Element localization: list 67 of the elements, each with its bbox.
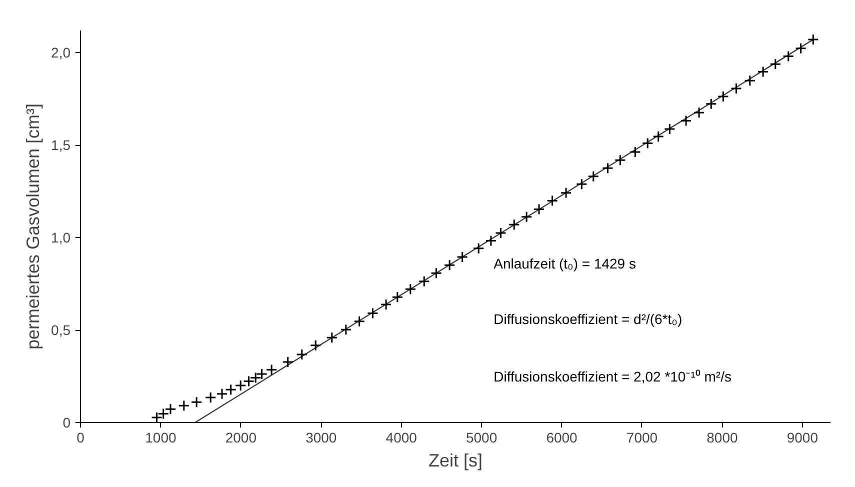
point — [444, 259, 456, 271]
point — [392, 291, 404, 303]
point — [494, 227, 506, 239]
point — [296, 348, 308, 360]
point — [533, 204, 545, 216]
point — [664, 123, 676, 135]
point — [807, 34, 819, 46]
y-tick-label: 0,5 — [51, 322, 71, 338]
point — [705, 98, 717, 110]
point — [204, 392, 216, 404]
point — [366, 307, 378, 319]
x-tick-label: 8000 — [706, 430, 738, 446]
point — [770, 58, 782, 70]
y-tick-label: 0 — [62, 414, 71, 430]
x-tick-label: 4000 — [386, 430, 418, 446]
point — [266, 364, 278, 376]
point — [795, 42, 807, 54]
point — [642, 138, 654, 150]
x-tick-label: 3000 — [306, 430, 337, 446]
point — [456, 251, 468, 263]
point — [546, 195, 558, 207]
x-tick-label: 6000 — [546, 430, 578, 446]
point — [404, 283, 416, 295]
point — [472, 242, 484, 254]
annotation: Diffusionskoeffizient = d²/(6*t₀) — [494, 310, 682, 327]
y-tick-label: 1,0 — [51, 230, 71, 246]
point — [190, 396, 202, 408]
annotation: Anlaufzeit (t₀) = 1429 s — [494, 255, 636, 272]
point — [680, 114, 692, 126]
point — [508, 218, 520, 230]
y-axis-title: permeiertes Gasvolumen [cm³] — [23, 103, 44, 350]
point — [717, 90, 729, 102]
point — [310, 340, 322, 352]
x-tick-label: 1000 — [145, 430, 176, 446]
point — [560, 187, 572, 199]
y-tick-label: 2,0 — [51, 44, 71, 61]
point — [744, 74, 756, 86]
y-tick-label: 1,5 — [51, 137, 71, 154]
point — [326, 332, 338, 344]
point — [693, 106, 705, 118]
point — [614, 154, 626, 166]
point — [629, 146, 641, 158]
x-axis-title: Zeit [s] — [428, 450, 483, 470]
point — [354, 316, 366, 328]
point — [757, 66, 769, 78]
annotation: Diffusionskoeffizient = 2,02 *10⁻¹⁰ m²/s — [494, 368, 732, 384]
x-tick-label: 9000 — [786, 430, 818, 446]
x-tick-label: 7000 — [626, 430, 658, 446]
point — [588, 170, 600, 182]
point — [782, 50, 794, 62]
point — [485, 234, 497, 246]
point — [602, 162, 614, 174]
point — [380, 298, 392, 310]
point — [340, 324, 352, 336]
point — [652, 130, 664, 142]
point — [520, 211, 532, 223]
x-tick-label: 2000 — [225, 430, 257, 446]
point — [730, 82, 742, 94]
point — [282, 356, 294, 368]
point — [576, 178, 588, 190]
point — [216, 388, 228, 400]
point — [418, 276, 430, 288]
x-tick-label: 5000 — [466, 430, 498, 446]
point — [430, 267, 442, 279]
point — [178, 400, 190, 412]
point — [225, 384, 237, 396]
x-tick-label: 0 — [76, 430, 85, 446]
